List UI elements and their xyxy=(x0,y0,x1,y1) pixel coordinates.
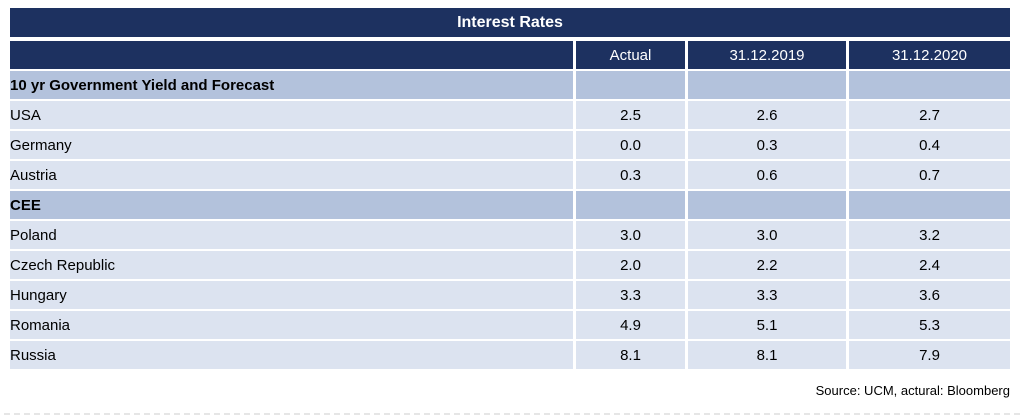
cell-2019: 8.1 xyxy=(688,341,849,371)
section-label: CEE xyxy=(10,191,576,221)
table-row-usa: USA 2.5 2.6 2.7 xyxy=(10,101,1010,131)
section-row-cee: CEE xyxy=(10,191,1010,221)
cell-2019: 3.3 xyxy=(688,281,849,311)
source-note: Source: UCM, actural: Bloomberg xyxy=(815,383,1010,398)
cell-2020: 5.3 xyxy=(849,311,1010,341)
table-title: Interest Rates xyxy=(457,14,563,31)
table-row-poland: Poland 3.0 3.0 3.2 xyxy=(10,221,1010,251)
cell-2019: 3.0 xyxy=(688,221,849,251)
row-label: Hungary xyxy=(10,281,576,311)
table-row-russia: Russia 8.1 8.1 7.9 xyxy=(10,341,1010,371)
table-row-germany: Germany 0.0 0.3 0.4 xyxy=(10,131,1010,161)
table-row-czech-republic: Czech Republic 2.0 2.2 2.4 xyxy=(10,251,1010,281)
cell-2020: 7.9 xyxy=(849,341,1010,371)
row-label: Austria xyxy=(10,161,576,191)
cell-actual: 2.0 xyxy=(576,251,688,281)
row-label: Poland xyxy=(10,221,576,251)
bottom-dashed-divider xyxy=(4,413,1020,415)
cell-2020: 0.7 xyxy=(849,161,1010,191)
section-row-10yr-yield: 10 yr Government Yield and Forecast xyxy=(10,71,1010,101)
table-row-hungary: Hungary 3.3 3.3 3.6 xyxy=(10,281,1010,311)
section-cell-empty xyxy=(688,71,849,101)
table-title-bar: Interest Rates xyxy=(10,8,1010,37)
section-cell-empty xyxy=(849,71,1010,101)
cell-actual: 3.3 xyxy=(576,281,688,311)
cell-2020: 3.6 xyxy=(849,281,1010,311)
table-row-romania: Romania 4.9 5.1 5.3 xyxy=(10,311,1010,341)
interest-rates-table: Interest Rates Actual 31.12.2019 31.12.2… xyxy=(10,8,1010,371)
column-header-actual: Actual xyxy=(576,41,688,71)
column-header-row: Actual 31.12.2019 31.12.2020 xyxy=(10,41,1010,71)
cell-2019: 2.2 xyxy=(688,251,849,281)
column-header-2019: 31.12.2019 xyxy=(688,41,849,71)
section-label: 10 yr Government Yield and Forecast xyxy=(10,71,576,101)
cell-2020: 2.7 xyxy=(849,101,1010,131)
column-header-2020: 31.12.2020 xyxy=(849,41,1010,71)
section-cell-empty xyxy=(688,191,849,221)
section-cell-empty xyxy=(576,71,688,101)
cell-2019: 5.1 xyxy=(688,311,849,341)
row-label: USA xyxy=(10,101,576,131)
row-label: Russia xyxy=(10,341,576,371)
cell-actual: 2.5 xyxy=(576,101,688,131)
rates-table: Actual 31.12.2019 31.12.2020 10 yr Gover… xyxy=(10,41,1010,371)
cell-2019: 2.6 xyxy=(688,101,849,131)
cell-2019: 0.3 xyxy=(688,131,849,161)
cell-actual: 8.1 xyxy=(576,341,688,371)
cell-2020: 2.4 xyxy=(849,251,1010,281)
row-label: Romania xyxy=(10,311,576,341)
cell-2020: 3.2 xyxy=(849,221,1010,251)
cell-actual: 3.0 xyxy=(576,221,688,251)
row-label: Germany xyxy=(10,131,576,161)
cell-2019: 0.6 xyxy=(688,161,849,191)
section-cell-empty xyxy=(576,191,688,221)
section-cell-empty xyxy=(849,191,1010,221)
cell-2020: 0.4 xyxy=(849,131,1010,161)
cell-actual: 0.3 xyxy=(576,161,688,191)
row-label: Czech Republic xyxy=(10,251,576,281)
column-header-empty xyxy=(10,41,576,71)
cell-actual: 0.0 xyxy=(576,131,688,161)
cell-actual: 4.9 xyxy=(576,311,688,341)
table-row-austria: Austria 0.3 0.6 0.7 xyxy=(10,161,1010,191)
